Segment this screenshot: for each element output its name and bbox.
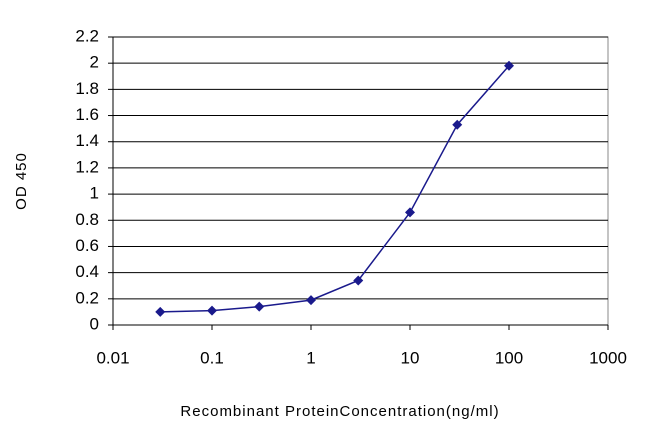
y-tick-label: 0.6 bbox=[75, 236, 99, 255]
x-tick-label: 1000 bbox=[589, 348, 627, 367]
y-tick-label: 0.4 bbox=[75, 262, 99, 281]
x-tick-label: 0.1 bbox=[200, 348, 224, 367]
x-axis-title: Recombinant ProteinConcentration(ng/ml) bbox=[180, 403, 499, 420]
y-tick-label: 1 bbox=[90, 184, 99, 203]
data-point bbox=[254, 301, 265, 312]
x-tick-label: 100 bbox=[495, 348, 523, 367]
y-tick-label: 2.2 bbox=[75, 26, 99, 45]
data-point bbox=[405, 207, 415, 218]
data-point bbox=[306, 295, 316, 306]
x-tick-label: 10 bbox=[401, 348, 420, 367]
data-point bbox=[353, 275, 364, 286]
y-tick-label: 0.2 bbox=[75, 288, 99, 307]
data-point bbox=[504, 60, 514, 71]
y-tick-label: 1.8 bbox=[75, 79, 99, 98]
y-axis-title: OD 450 bbox=[13, 152, 30, 210]
data-point bbox=[155, 306, 166, 317]
x-tick-label: 0.01 bbox=[96, 348, 129, 367]
y-tick-label: 2 bbox=[90, 53, 99, 72]
data-point bbox=[452, 119, 463, 130]
y-tick-label: 1.4 bbox=[75, 131, 99, 150]
y-tick-label: 0.8 bbox=[75, 210, 99, 229]
series-line bbox=[160, 65, 510, 313]
y-tick-label: 1.2 bbox=[75, 157, 99, 176]
y-tick-label: 1.6 bbox=[75, 105, 99, 124]
data-point bbox=[207, 305, 217, 316]
x-tick-label: 1 bbox=[306, 348, 315, 367]
y-tick-label: 0 bbox=[90, 314, 99, 333]
